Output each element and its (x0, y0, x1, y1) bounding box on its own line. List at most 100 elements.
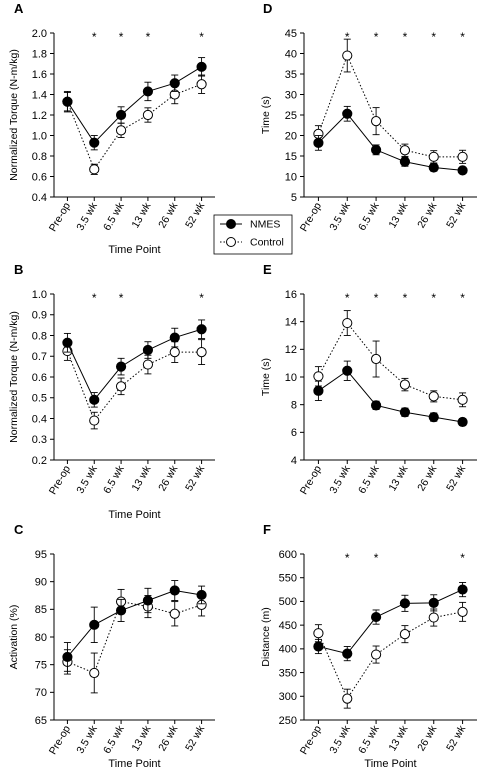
x-tick-label: Pre-op (298, 200, 324, 233)
chart-panel-f: F 250 300 350 400 450 500 550 600 Distance (m) Pre… (260, 522, 477, 770)
data-point (457, 165, 468, 176)
data-point (428, 597, 439, 608)
data-point (89, 619, 100, 630)
data-point (196, 347, 207, 358)
significance-asterisk: * (403, 30, 408, 44)
y-axis-label: Time (s) (260, 96, 272, 134)
data-point (342, 108, 353, 119)
panel-letter: B (14, 262, 23, 277)
x-tick-label: 6.5 wk (356, 463, 382, 496)
panel-letter: D (263, 1, 272, 16)
y-tick-label: 0.5 (32, 393, 47, 405)
data-point (169, 585, 180, 596)
x-tick-label: 13 wk (129, 463, 153, 493)
x-tick-label: 52 wk (444, 463, 468, 493)
data-point (89, 394, 100, 405)
data-point (370, 611, 382, 623)
y-tick-label: 4 (291, 455, 297, 467)
series-control (313, 38, 468, 164)
series-nmes (62, 580, 207, 672)
x-tick-label: 52 wk (183, 723, 207, 753)
y-axis-label: Activation (%) (8, 605, 20, 670)
data-point (342, 365, 353, 376)
series-nmes (313, 582, 468, 662)
y-tick-label: 0.8 (32, 330, 47, 342)
x-tick-label: 13 wk (386, 463, 410, 493)
data-point (428, 162, 439, 173)
significance-asterisk: * (199, 291, 204, 305)
data-point (169, 78, 180, 89)
x-tick-label: 6.5 wk (356, 200, 382, 233)
x-tick-label: 26 wk (156, 723, 180, 753)
x-tick-label: Pre-op (47, 200, 73, 233)
significance-asterisk: * (460, 30, 465, 44)
y-tick-label: 30 (285, 89, 297, 101)
series-line (317, 611, 463, 700)
data-point (457, 151, 468, 162)
y-tick-label: 10 (285, 372, 297, 384)
y-tick-label: 0.9 (32, 310, 47, 322)
data-point (428, 612, 439, 623)
y-tick-label: 6 (291, 427, 297, 439)
x-tick-label: Pre-op (47, 723, 73, 756)
data-point (313, 641, 324, 652)
data-point (115, 605, 127, 616)
y-axis-label: Distance (m) (260, 607, 272, 667)
data-point (196, 589, 207, 601)
legend-nmes-marker (226, 219, 236, 229)
panel-letter: F (263, 522, 271, 537)
x-tick-label: 6.5 wk (101, 723, 127, 756)
data-point (399, 156, 411, 167)
significance-asterisk: * (345, 30, 350, 44)
x-tick-label: 52 wk (444, 723, 468, 753)
chart-panel-a: A 0.4 0.6 0.8 1.0 1.2 1.4 1.6 1.8 2.0 Normalized T… (8, 1, 215, 256)
panel-letter: A (14, 1, 24, 16)
significance-asterisk: * (92, 30, 97, 44)
data-point (115, 125, 127, 136)
y-tick-label: 45 (285, 28, 297, 40)
data-point (399, 598, 411, 609)
significance-asterisk: * (345, 291, 350, 305)
y-tick-label: 12 (285, 344, 297, 356)
data-point (370, 116, 382, 127)
significance-asterisk: * (403, 291, 408, 305)
y-tick-label: 500 (279, 596, 297, 608)
y-tick-label: 0.6 (32, 372, 47, 384)
x-tick-label: 3.5 wk (74, 463, 100, 496)
y-tick-label: 15 (285, 151, 297, 163)
chart-panel-c: C 65 70 75 80 85 90 95 Activation (%) Pre-op 3.5 w… (8, 522, 215, 770)
y-tick-label: 35 (285, 69, 297, 81)
legend-nmes-label: NMES (250, 219, 280, 231)
y-axis-label: Normalized Torque (N-m/kg) (8, 49, 20, 181)
data-point (196, 79, 207, 90)
chart-panel-d: D 5 10 15 20 25 30 35 40 45 Time (s) Pre-op 3.5 wk 6.… (260, 1, 477, 234)
y-tick-label: 70 (35, 687, 47, 699)
data-point (115, 361, 127, 372)
y-tick-label: 550 (279, 573, 297, 585)
data-point (313, 628, 324, 639)
series-line (67, 590, 202, 658)
significance-asterisk: * (431, 291, 436, 305)
y-tick-label: 600 (279, 549, 297, 561)
y-tick-label: 250 (279, 715, 297, 727)
series-control (62, 339, 207, 430)
y-axis-label: Normalized Torque (N-m/kg) (8, 311, 20, 443)
x-tick-label: Pre-op (47, 463, 73, 496)
chart-panel-e: E 4 6 8 10 12 14 16 Time (s) Pre-op 3.5 wk 6.5 wk 13… (260, 262, 477, 497)
significance-asterisk: * (374, 551, 379, 565)
y-tick-label: 0.3 (32, 434, 47, 446)
x-tick-label: 52 wk (444, 200, 468, 230)
data-point (428, 412, 439, 423)
y-tick-label: 0.2 (32, 455, 47, 467)
series-line (318, 113, 463, 171)
y-tick-label: 5 (291, 192, 297, 204)
data-point (399, 629, 411, 640)
y-axis-label: Time (s) (260, 358, 272, 396)
significance-asterisk: * (146, 30, 151, 44)
data-point (89, 164, 100, 175)
significance-asterisk: * (460, 291, 465, 305)
data-point (115, 109, 127, 121)
significance-asterisk: * (374, 291, 379, 305)
y-tick-label: 350 (279, 667, 297, 679)
series-nmes (313, 360, 468, 428)
